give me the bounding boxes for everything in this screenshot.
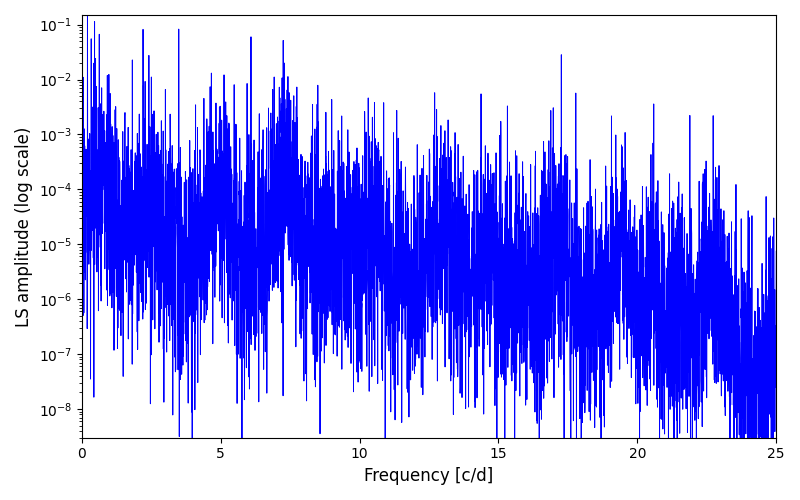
Y-axis label: LS amplitude (log scale): LS amplitude (log scale) [15, 126, 33, 326]
X-axis label: Frequency [c/d]: Frequency [c/d] [364, 467, 494, 485]
